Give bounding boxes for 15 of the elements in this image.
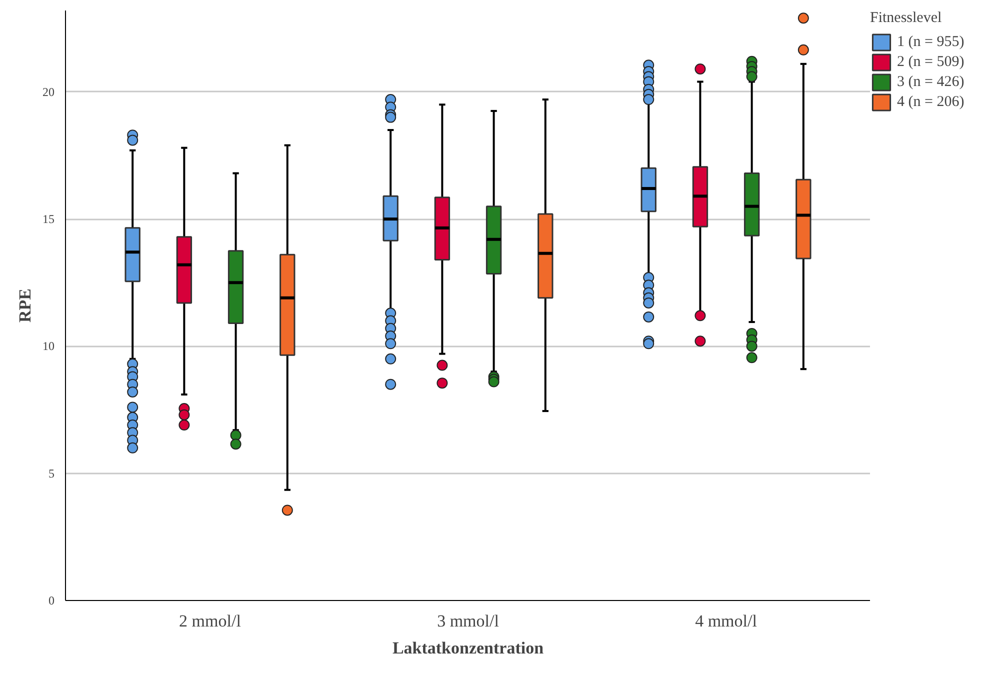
y-tick-label: 20 xyxy=(42,84,54,99)
x-tick-label: 4 mmol/l xyxy=(695,612,758,630)
x-axis-title: Laktatkonzentration xyxy=(392,638,544,658)
legend-label: 2 (n = 509) xyxy=(897,52,964,72)
y-tick-label: 10 xyxy=(42,339,54,354)
legend-label: 4 (n = 206) xyxy=(897,92,964,112)
legend-label: 3 (n = 426) xyxy=(897,72,964,92)
y-tick-label: 5 xyxy=(48,466,54,480)
legend-title: Fitnesslevel xyxy=(870,10,943,27)
y-axis-title: RPE xyxy=(16,288,34,322)
x-tick-label: 2 mmol/l xyxy=(179,612,242,630)
x-tick-label: 3 mmol/l xyxy=(437,612,500,630)
y-tick-label: 0 xyxy=(48,594,54,608)
y-tick-label: 15 xyxy=(42,212,54,226)
legend-label: 1 (n = 955) xyxy=(897,32,964,52)
